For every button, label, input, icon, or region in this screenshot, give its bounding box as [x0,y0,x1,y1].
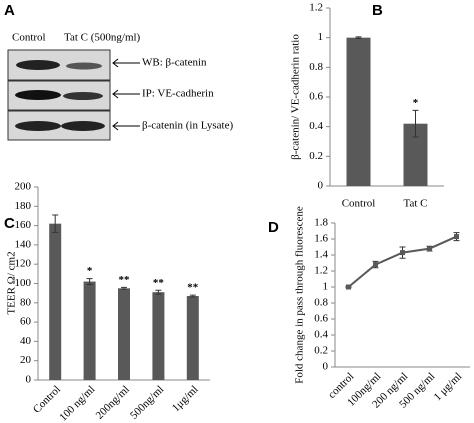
x-tick-label: 500ng/ml [128,383,166,421]
y-tick-label: 160 [15,219,32,231]
significance-label: ** [153,277,165,289]
significance-label: * [413,97,419,109]
marker [373,262,378,268]
line [347,235,457,288]
y-axis-label: Fold change in pass through fluorescene [294,206,306,384]
blot-row-label: β-catenin (in Lysate) [142,120,233,132]
y-tick-label: 100 [15,277,32,289]
y-tick-label: 0.2 [309,150,323,162]
panel-letter: C [4,215,15,232]
marker [400,250,405,256]
y-tick-label: 0.2 [314,345,328,357]
y-tick-label: 0 [26,374,32,386]
x-tick-label: 200ng/ml [94,383,132,421]
x-tick-label: 1 μg/ml [432,370,465,403]
error-bar [86,278,93,285]
bar [83,281,96,380]
y-tick-label: 1.2 [314,265,328,277]
y-tick-label: 180 [15,200,32,212]
bar [49,223,62,380]
lane-label: Control [12,32,46,44]
y-tick-label: 0.4 [314,329,328,341]
y-tick-label: 140 [15,238,32,250]
y-tick-label: 0.6 [309,91,323,103]
significance-label: ** [187,282,199,294]
y-tick-label: 1.6 [314,233,328,245]
y-tick-label: 1.2 [309,2,323,14]
lane-label: Tat C (500ng/ml) [64,32,141,44]
y-axis-label: β-catenin/ VE-cadherin ratio [290,34,302,160]
y-tick-label: 1.8 [314,217,328,229]
y-tick-label: 1.4 [314,249,328,261]
y-tick-label: 60 [20,316,32,328]
y-tick-label: 40 [20,335,32,347]
marker [346,284,351,290]
bar [152,292,165,380]
y-tick-label: 0.8 [309,61,323,73]
y-tick-label: 20 [20,354,32,366]
panel-letter: A [4,2,15,19]
x-tick-label: Control [342,198,376,210]
y-tick-label: 1 [318,31,324,43]
panel-letter: D [268,219,279,236]
error-bar [355,36,362,39]
bar [346,37,371,186]
blot-image [7,49,140,141]
blot-row-label: WB: β-catenin [142,57,207,69]
y-axis-label: TEER Ω/ cm2 [6,251,18,314]
y-tick-label: 200 [15,181,32,193]
y-tick-label: 0.6 [314,313,328,325]
marker [454,234,459,240]
y-tick-label: 0 [323,361,329,373]
significance-label: ** [119,274,131,286]
error-bar [189,294,196,298]
error-bar [155,289,162,295]
y-tick-label: 0.8 [314,297,328,309]
x-tick-label: Control [31,383,63,415]
marker [427,246,432,252]
panel-letter: B [372,2,383,19]
y-tick-label: 120 [15,258,32,270]
x-tick-label: 100 ng/ml [57,383,97,423]
bar [186,296,199,380]
error-bar [121,286,127,290]
x-tick-label: Tat C [404,198,428,210]
significance-label: * [87,265,93,277]
y-tick-label: 1 [323,281,329,293]
error-bar [412,109,419,138]
y-tick-label: 0 [318,180,324,192]
x-tick-label: 1μg/ml [170,383,201,414]
y-tick-label: 80 [20,296,32,308]
blot-row-label: IP: VE-cadherin [142,88,214,100]
error-bar [52,214,59,233]
y-tick-label: 0.4 [309,120,323,132]
bar [118,288,130,380]
